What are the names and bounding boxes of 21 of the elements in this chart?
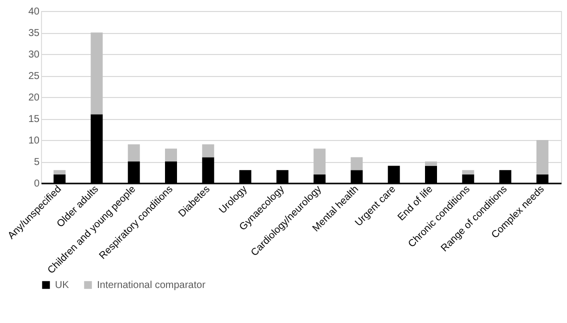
y-tick-label: 0 (34, 178, 40, 190)
y-tick-label: 25 (28, 71, 40, 82)
bar (350, 157, 363, 170)
y-tick-label: 5 (34, 157, 40, 168)
bar (202, 144, 214, 158)
bar (425, 162, 437, 166)
y-tick-label: 30 (28, 50, 40, 60)
y-tick-label: 15 (28, 114, 40, 125)
y-tick-label: 20 (28, 92, 40, 104)
y-tick-label: 35 (28, 28, 40, 39)
legend-label: UK (55, 280, 70, 291)
y-tick-label: 10 (28, 136, 40, 146)
bar (314, 148, 326, 174)
bar (90, 32, 103, 114)
bar (128, 144, 140, 162)
bar (462, 170, 474, 174)
bar (165, 148, 177, 162)
y-tick-label: 40 (28, 6, 40, 18)
bar (54, 170, 66, 174)
bar (536, 140, 548, 174)
legend-label: International comparator (97, 280, 206, 291)
